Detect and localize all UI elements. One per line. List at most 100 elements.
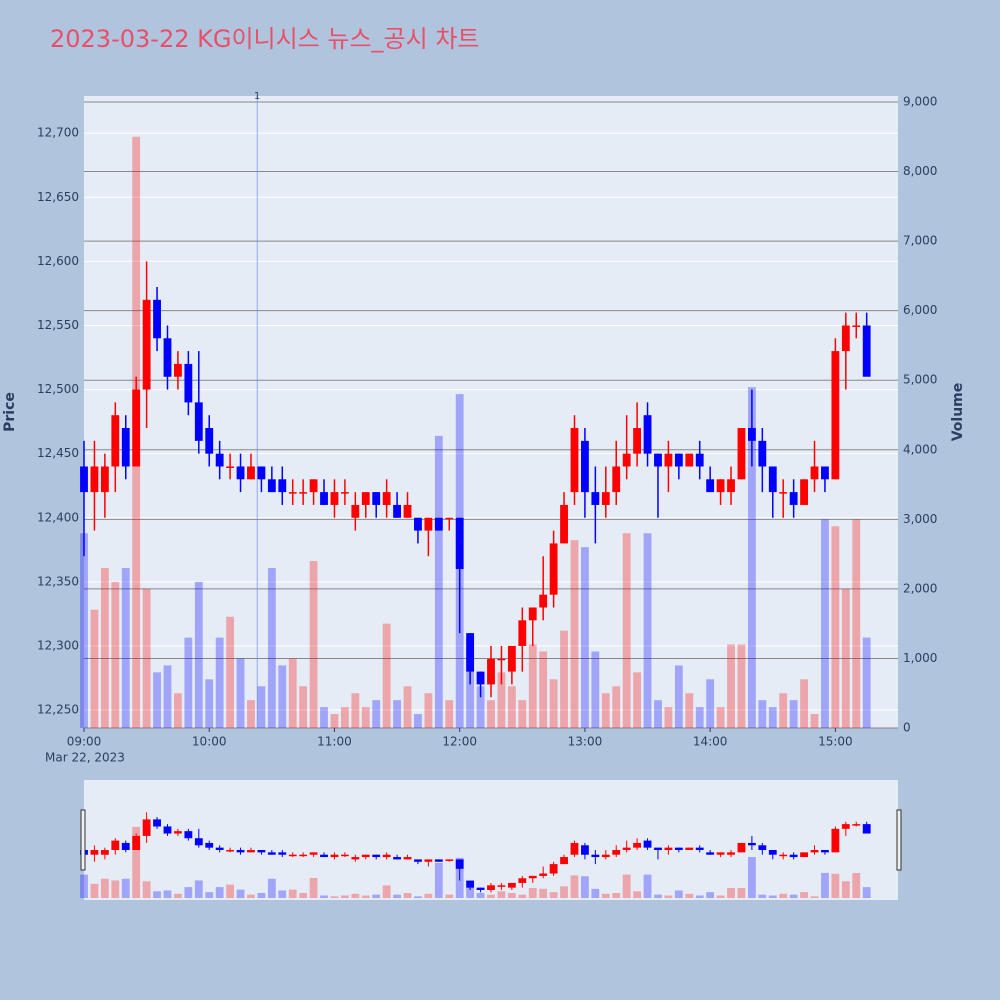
volume-bar: [758, 700, 767, 728]
annotation-label: 1: [254, 91, 260, 102]
candle-body: [194, 402, 203, 441]
volume-bar: [100, 568, 109, 728]
candle-body: [810, 466, 819, 480]
y-tick-label: 12,350: [37, 574, 79, 588]
y2-tick-label: 2,000: [903, 581, 937, 595]
candle-body: [153, 819, 161, 827]
volume-bar: [247, 700, 255, 728]
volume-bar: [278, 890, 287, 898]
volume-bar: [205, 679, 214, 728]
candle-body: [643, 415, 652, 454]
candle-body: [257, 850, 266, 853]
volume-bar: [695, 895, 704, 898]
y-tick-label: 12,450: [37, 446, 79, 460]
volume-bar: [852, 872, 861, 898]
volume-bar: [309, 877, 318, 898]
candle-body: [111, 415, 120, 467]
y-tick-label: 12,550: [37, 318, 79, 332]
candle-body: [455, 517, 464, 570]
volume-bar: [184, 887, 193, 898]
candle-body: [111, 840, 120, 850]
volume-bar: [821, 519, 829, 728]
candle-body: [226, 466, 235, 468]
volume-bar: [841, 881, 850, 898]
y2-tick-label: 7,000: [903, 234, 937, 248]
candle-body: [507, 645, 516, 672]
volume-bar: [727, 887, 735, 898]
volume-bar: [424, 893, 433, 898]
volume-bar: [654, 700, 662, 728]
candle-body: [205, 428, 214, 454]
candle-body: [299, 854, 308, 857]
candle-body: [518, 878, 527, 883]
volume-bar: [340, 707, 349, 728]
candle-body: [831, 351, 840, 480]
candle-body: [685, 847, 694, 850]
volume-bar: [528, 887, 537, 898]
candle-body: [174, 363, 182, 377]
candle-body: [267, 479, 276, 493]
volume-bar: [267, 878, 276, 898]
candle-body: [852, 325, 861, 327]
volume-bar: [507, 686, 516, 728]
volume-bar: [737, 644, 746, 728]
candle-body: [278, 479, 287, 493]
volume-bar: [414, 896, 422, 898]
candle-body: [382, 854, 391, 858]
candle-body: [466, 880, 475, 888]
candle-body: [695, 453, 704, 467]
volume-bar: [633, 891, 642, 898]
y2-tick-label: 1,000: [903, 651, 937, 665]
candle-body: [862, 325, 871, 377]
candle-body: [330, 492, 339, 505]
candle-body: [664, 453, 673, 467]
candle-body: [831, 828, 840, 853]
candle-body: [132, 389, 141, 467]
candle-body: [247, 466, 255, 480]
candle-body: [612, 850, 621, 855]
range-slider[interactable]: [84, 780, 898, 900]
candle-body: [549, 864, 558, 874]
y-tick-label: 12,600: [37, 254, 79, 268]
volume-bar: [111, 581, 120, 728]
candle-body: [90, 466, 99, 493]
range-handle[interactable]: [896, 809, 902, 871]
volume-bar: [706, 892, 715, 898]
candle-body: [497, 885, 506, 887]
candle-body: [361, 492, 370, 505]
volume-bar: [747, 387, 756, 728]
candle-body: [549, 543, 558, 595]
candle-body: [528, 875, 537, 879]
candle-body: [716, 479, 725, 493]
volume-bar: [633, 672, 642, 728]
volume-bar: [581, 547, 589, 728]
volume-bar: [445, 700, 454, 728]
volume-bar: [382, 885, 391, 898]
candle-body: [601, 492, 610, 505]
range-handle[interactable]: [80, 809, 86, 871]
volume-bar: [622, 533, 631, 728]
candle-body: [706, 479, 715, 493]
candle-body: [403, 857, 412, 860]
candle-body: [434, 859, 443, 862]
volume-bar: [779, 893, 788, 898]
volume-bar: [518, 700, 527, 728]
candle-body: [539, 594, 548, 608]
candle-body: [581, 440, 589, 493]
candle-body: [445, 859, 454, 861]
volume-bar: [434, 435, 443, 728]
candle-body: [560, 857, 568, 865]
volume-bar: [361, 895, 370, 898]
candle-body: [716, 852, 725, 855]
candle-body: [800, 479, 808, 505]
candle-body: [445, 517, 454, 520]
volume-bar: [528, 644, 537, 728]
candle-body: [779, 854, 788, 857]
volume-bar: [664, 707, 673, 728]
volume-bar: [727, 644, 735, 728]
candle-body: [476, 671, 485, 685]
candle-body: [455, 859, 464, 869]
candle-body: [80, 466, 88, 493]
x-tick-label: 09:00: [67, 735, 102, 749]
volume-bar: [330, 896, 339, 898]
